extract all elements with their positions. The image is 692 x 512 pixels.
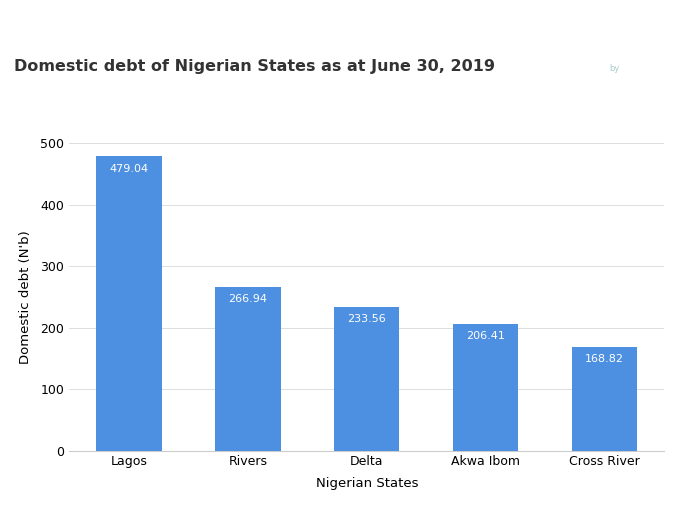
Y-axis label: Domestic debt (N'b): Domestic debt (N'b) — [19, 230, 32, 364]
Text: Domestic debt of Nigerian States as at June 30, 2019: Domestic debt of Nigerian States as at J… — [14, 59, 495, 74]
Text: INSIDER: INSIDER — [589, 40, 639, 54]
Text: 206.41: 206.41 — [466, 331, 505, 341]
Text: BUSINESS: BUSINESS — [585, 15, 643, 28]
Bar — [215, 287, 280, 451]
Text: 168.82: 168.82 — [585, 354, 624, 364]
Bar — [453, 324, 518, 451]
Bar — [96, 156, 162, 451]
Text: pulse: pulse — [589, 88, 639, 105]
Text: 266.94: 266.94 — [228, 294, 267, 304]
Text: 479.04: 479.04 — [109, 164, 149, 174]
Text: 233.56: 233.56 — [347, 314, 386, 325]
X-axis label: Nigerian States: Nigerian States — [316, 477, 418, 490]
Bar — [572, 347, 637, 451]
Bar — [334, 307, 399, 451]
Text: by: by — [609, 64, 619, 73]
